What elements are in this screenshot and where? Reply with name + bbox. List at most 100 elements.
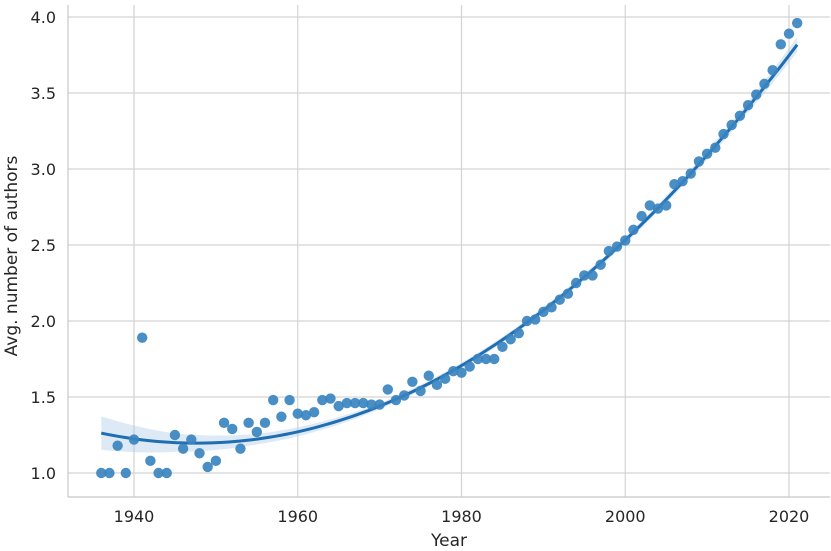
data-point bbox=[431, 379, 443, 391]
data-point bbox=[505, 334, 516, 345]
y-tick-label: 1.0 bbox=[31, 464, 56, 483]
y-tick-label: 2.5 bbox=[31, 236, 56, 255]
data-point bbox=[636, 210, 647, 222]
data-point bbox=[259, 417, 271, 429]
data-point bbox=[751, 89, 762, 100]
data-point bbox=[718, 128, 729, 140]
data-point bbox=[104, 467, 115, 479]
data-point bbox=[489, 353, 500, 365]
x-tick-label: 2020 bbox=[769, 507, 810, 526]
data-point bbox=[644, 200, 656, 211]
data-point bbox=[382, 384, 394, 395]
data-point bbox=[660, 200, 672, 211]
data-point bbox=[693, 156, 705, 167]
data-point bbox=[267, 394, 279, 406]
data-point bbox=[497, 341, 508, 353]
data-point bbox=[620, 235, 631, 246]
data-point bbox=[243, 417, 254, 429]
data-point bbox=[145, 455, 156, 467]
data-point bbox=[161, 467, 172, 479]
x-axis-label: Year bbox=[430, 531, 467, 551]
data-point bbox=[456, 367, 467, 378]
data-point bbox=[374, 399, 385, 410]
data-point bbox=[611, 241, 623, 252]
data-point bbox=[767, 65, 778, 76]
x-tick-label: 1980 bbox=[441, 507, 482, 526]
data-point bbox=[227, 423, 238, 435]
data-point bbox=[783, 28, 795, 39]
data-point bbox=[120, 467, 132, 479]
data-point bbox=[112, 440, 123, 451]
data-point bbox=[153, 467, 164, 479]
data-point bbox=[603, 245, 615, 257]
data-point bbox=[521, 315, 533, 327]
data-point bbox=[587, 270, 598, 281]
x-tick-label: 1960 bbox=[277, 507, 318, 526]
data-point bbox=[186, 434, 197, 445]
data-point bbox=[317, 394, 328, 406]
data-points bbox=[96, 17, 803, 479]
data-point bbox=[341, 397, 353, 409]
data-point bbox=[407, 376, 418, 387]
data-point bbox=[685, 168, 696, 179]
data-point bbox=[554, 294, 565, 305]
data-point bbox=[701, 148, 713, 159]
data-point bbox=[284, 394, 295, 406]
y-tick-label: 4.0 bbox=[31, 8, 56, 27]
data-point bbox=[570, 277, 582, 289]
data-point bbox=[398, 390, 410, 401]
y-tick-label: 2.0 bbox=[31, 312, 56, 331]
data-point bbox=[276, 411, 287, 422]
data-point bbox=[480, 353, 492, 365]
data-point bbox=[562, 288, 574, 299]
data-point bbox=[529, 314, 541, 325]
data-point bbox=[742, 99, 754, 111]
data-point bbox=[423, 370, 434, 381]
data-point bbox=[464, 361, 475, 372]
data-point bbox=[734, 110, 746, 122]
data-point bbox=[759, 78, 770, 90]
y-axis-label: Avg. number of authors bbox=[2, 156, 22, 357]
data-point bbox=[628, 224, 639, 235]
data-point bbox=[546, 302, 557, 313]
data-point bbox=[415, 385, 426, 397]
data-point bbox=[300, 410, 312, 421]
data-point bbox=[194, 448, 205, 459]
data-point bbox=[538, 306, 549, 318]
y-tick-label: 1.5 bbox=[31, 388, 56, 407]
x-tick-labels: 1940 1960 1980 2000 2020 bbox=[114, 507, 810, 526]
data-point bbox=[333, 400, 344, 412]
data-point bbox=[669, 179, 680, 190]
grid-lines bbox=[68, 5, 830, 497]
data-point bbox=[579, 270, 590, 281]
x-tick-label: 1940 bbox=[114, 507, 155, 526]
data-point bbox=[472, 353, 484, 365]
data-point bbox=[136, 332, 148, 343]
data-point bbox=[448, 365, 459, 377]
data-point bbox=[595, 259, 606, 270]
data-point bbox=[513, 327, 525, 339]
data-point bbox=[308, 407, 320, 418]
data-point bbox=[710, 142, 721, 153]
data-point bbox=[235, 443, 246, 454]
data-point bbox=[292, 408, 303, 419]
data-point bbox=[358, 397, 369, 409]
data-point bbox=[96, 467, 107, 479]
data-point bbox=[677, 175, 688, 187]
y-tick-labels: 1.0 1.5 2.0 2.5 3.0 3.5 4.0 bbox=[31, 8, 56, 483]
data-point bbox=[210, 455, 222, 467]
data-point bbox=[791, 17, 803, 29]
data-point bbox=[390, 394, 402, 406]
data-point bbox=[202, 461, 213, 473]
data-point bbox=[251, 426, 263, 438]
data-point bbox=[177, 443, 189, 454]
data-point bbox=[366, 399, 377, 410]
data-point bbox=[349, 397, 361, 409]
data-point bbox=[439, 373, 451, 384]
y-tick-label: 3.0 bbox=[31, 160, 56, 179]
y-tick-label: 3.5 bbox=[31, 84, 56, 103]
regression-line bbox=[100, 43, 799, 445]
fit-curve bbox=[100, 43, 799, 445]
data-point bbox=[775, 39, 787, 50]
axis-spines bbox=[67, 5, 830, 498]
